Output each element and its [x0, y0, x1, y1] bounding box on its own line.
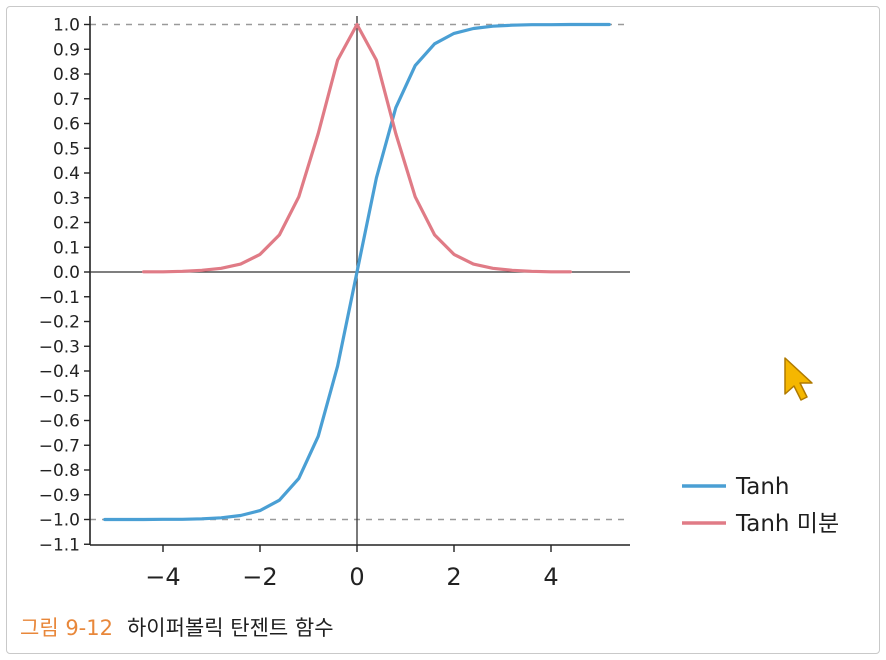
x-tick-label: 2: [446, 563, 461, 591]
y-tick-label: 0.7: [53, 90, 80, 110]
y-tick-label: 0.2: [53, 214, 80, 234]
figure-title: 하이퍼볼릭 탄젠트 함수: [126, 616, 334, 640]
y-tick-label: 0.1: [53, 238, 80, 258]
y-tick-label: −0.3: [39, 337, 80, 357]
legend-label: Tanh 미분: [735, 511, 839, 537]
figure-number: 그림 9-12: [20, 616, 113, 640]
series-layer: [103, 22, 611, 522]
x-tick-label: −2: [242, 563, 277, 591]
y-tick-label: 0.8: [53, 65, 80, 85]
figure-caption: 그림 9-12 하이퍼볼릭 탄젠트 함수: [20, 612, 334, 642]
y-tick-label: −0.4: [39, 362, 80, 382]
y-tick-label: 0.5: [53, 139, 80, 159]
x-axis-ticks: −4 −2 0 2 4: [145, 545, 559, 591]
y-tick-label: −0.7: [39, 436, 80, 456]
y-tick-label: −1.0: [39, 511, 80, 531]
y-tick-label: −0.6: [39, 412, 80, 432]
y-tick-label: 0.4: [53, 164, 80, 184]
x-tick-label: −4: [145, 563, 180, 591]
y-tick-label: 1.0: [53, 16, 80, 36]
axes: [89, 16, 630, 546]
y-tick-label: −0.9: [39, 486, 80, 506]
series-line-tanh-derivative: [142, 22, 573, 274]
y-axis-ticks: 1.0 0.9 0.8 0.7 0.6 0.5 0.4 0.3 0.2 0.1 0.0 −0.1 −0.…: [39, 16, 90, 555]
legend: Tanh Tanh 미분: [682, 474, 839, 537]
y-tick-label: −0.1: [39, 288, 80, 308]
y-tick-label: −0.2: [39, 313, 80, 333]
series-line-tanh: [103, 22, 611, 522]
mouse-pointer-icon: [784, 357, 813, 401]
y-tick-label: 0.3: [53, 189, 80, 209]
figure-frame: [6, 6, 880, 654]
y-tick-label: −1.1: [39, 535, 80, 555]
y-tick-label: 0.6: [53, 115, 80, 135]
legend-label: Tanh: [735, 474, 790, 500]
y-tick-label: 0.9: [53, 40, 80, 60]
y-tick-label: −0.5: [39, 387, 80, 407]
y-tick-label: −0.8: [39, 461, 80, 481]
x-tick-label: 0: [349, 563, 364, 591]
y-tick-label: 0.0: [53, 263, 80, 283]
x-tick-label: 4: [543, 563, 558, 591]
